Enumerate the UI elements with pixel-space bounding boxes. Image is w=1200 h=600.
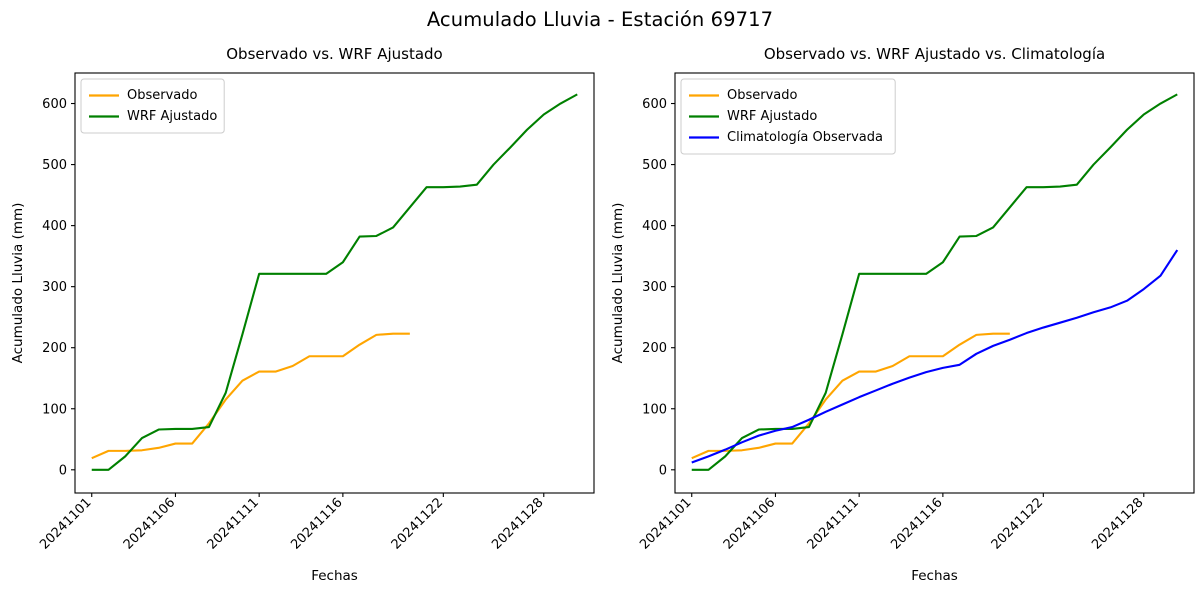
- y-tick-label: 200: [642, 341, 667, 356]
- x-tick-label: 20241101: [637, 495, 694, 552]
- y-axis-label: Acumulado Lluvia (mm): [610, 203, 626, 364]
- x-tick-label: 20241128: [1089, 495, 1146, 552]
- legend-label: Observado: [727, 88, 798, 103]
- figure-suptitle: Acumulado Lluvia - Estación 69717: [426, 8, 774, 31]
- x-tick-label: 20241128: [489, 495, 546, 552]
- y-tick-label: 300: [42, 280, 67, 295]
- y-axis-label: Acumulado Lluvia (mm): [10, 203, 26, 364]
- series-line-climatolog-a-observada: [691, 249, 1179, 464]
- legend-label: WRF Ajustado: [127, 109, 217, 124]
- y-tick-label: 100: [42, 402, 67, 417]
- legend-label: Climatología Observada: [727, 130, 883, 145]
- axes-title: Observado vs. WRF Ajustado vs. Climatolo…: [764, 45, 1105, 63]
- series-line-observado: [91, 332, 410, 460]
- subplot-right: Observado vs. WRF Ajustado vs. Climatolo…: [600, 0, 1200, 600]
- y-tick-label: 0: [659, 463, 667, 478]
- y-tick-label: 400: [42, 219, 67, 234]
- x-tick-label: 20241101: [37, 495, 94, 552]
- series-line-wrf-ajustado: [691, 93, 1178, 471]
- y-tick-label: 400: [642, 219, 667, 234]
- x-tick-label: 20241122: [989, 495, 1046, 552]
- series-line-observado: [691, 332, 1010, 460]
- x-axis-label: Fechas: [911, 568, 958, 584]
- x-tick-label: 20241106: [121, 495, 178, 552]
- y-tick-label: 500: [42, 158, 67, 173]
- x-tick-label: 20241111: [805, 495, 862, 552]
- y-tick-label: 300: [642, 280, 667, 295]
- axes-observado-vs-wrf: Observado vs. WRF Ajustado 0 100 200 300 400 5…: [10, 45, 595, 584]
- axes-frame: [74, 72, 595, 494]
- y-tick-label: 200: [42, 341, 67, 356]
- subplot-left: Observado vs. WRF Ajustado 0 100 200 300 400 5…: [10, 45, 595, 584]
- x-tick-label: 20241116: [288, 495, 345, 552]
- legend-box: [680, 78, 896, 155]
- x-tick-label: 20241111: [205, 495, 262, 552]
- x-tick-label: 20241106: [721, 495, 778, 552]
- axes-frame: [674, 72, 1195, 494]
- series-line-wrf-ajustado: [91, 93, 578, 471]
- y-tick-label: 0: [59, 463, 67, 478]
- legend-label: Observado: [127, 88, 198, 103]
- y-tick-label: 600: [642, 97, 667, 112]
- axes-title: Observado vs. WRF Ajustado: [226, 45, 442, 63]
- legend-box: [80, 78, 225, 134]
- x-tick-label: 20241116: [888, 495, 945, 552]
- axes-observado-vs-wrf-vs-climatologia: Observado vs. WRF Ajustado vs. Climatolo…: [610, 45, 1195, 584]
- legend-label: WRF Ajustado: [727, 109, 817, 124]
- y-tick-label: 600: [42, 97, 67, 112]
- y-tick-label: 100: [642, 402, 667, 417]
- y-tick-label: 500: [642, 158, 667, 173]
- x-axis-label: Fechas: [311, 568, 358, 584]
- x-tick-label: 20241122: [389, 495, 446, 552]
